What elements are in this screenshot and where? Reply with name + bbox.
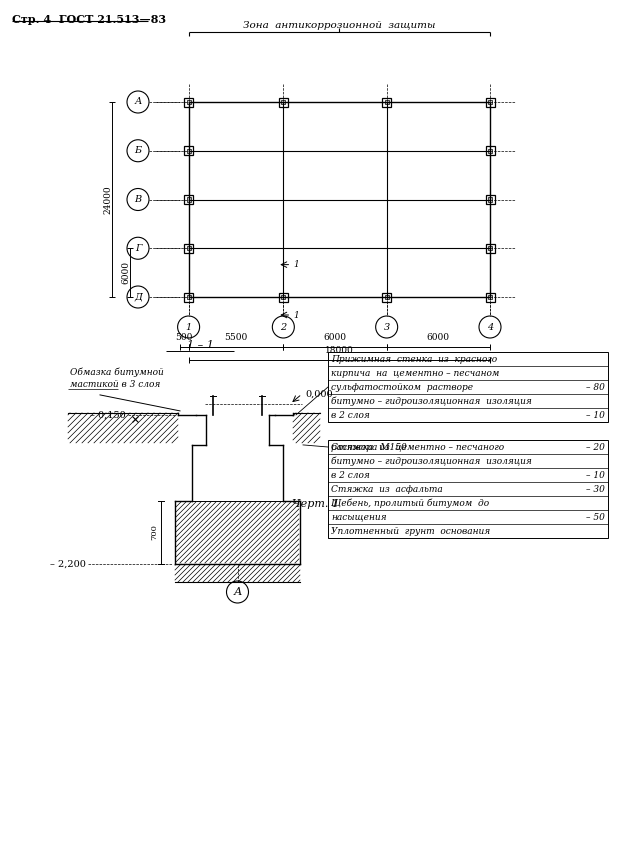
Text: Прижимная  стенка  из  красного: Прижимная стенка из красного: [331, 354, 497, 364]
Text: – 80: – 80: [586, 382, 605, 392]
Bar: [382, 292, 391, 301]
Text: раствора М150: раствора М150: [331, 443, 407, 451]
Text: Уплотненный  грунт  основания: Уплотненный грунт основания: [331, 526, 490, 536]
Bar: [385, 100, 389, 104]
Text: 1: 1: [294, 311, 299, 319]
Bar: [486, 243, 495, 253]
Text: 2: 2: [280, 322, 287, 332]
Bar: [486, 292, 495, 301]
Text: насыщения: насыщения: [331, 513, 387, 521]
Bar: [186, 149, 191, 152]
Text: сульфатостойком  растворе: сульфатостойком растворе: [331, 382, 473, 392]
Text: – 30: – 30: [586, 484, 605, 493]
Text: Г: Г: [135, 243, 141, 253]
Text: Стяжка  из  цементно – песчаного: Стяжка из цементно – песчаного: [331, 443, 504, 451]
Text: 6000: 6000: [427, 333, 450, 342]
Text: битумно – гидроизоляционная  изоляция: битумно – гидроизоляционная изоляция: [331, 456, 532, 466]
Text: кирпича  на  цементно – песчаном: кирпича на цементно – песчаном: [331, 369, 500, 377]
Text: 24000: 24000: [103, 185, 113, 214]
Text: Стр. 4  ГОСТ 21.513—83: Стр. 4 ГОСТ 21.513—83: [12, 14, 166, 25]
Bar: [186, 100, 191, 104]
Text: Б: Б: [134, 147, 142, 155]
Text: 18000: 18000: [325, 346, 353, 355]
Text: 700: 700: [150, 525, 158, 541]
Bar: [279, 98, 288, 106]
Text: в 2 слоя: в 2 слоя: [331, 411, 370, 419]
Text: Щебень, пролитый битумом  до: Щебень, пролитый битумом до: [331, 498, 489, 508]
Bar: [488, 246, 492, 250]
Bar: [282, 295, 285, 299]
Text: 0,000: 0,000: [305, 390, 333, 398]
Text: 1: 1: [294, 260, 299, 269]
Text: – 0,150: – 0,150: [90, 410, 126, 419]
Bar: [488, 198, 492, 201]
Bar: [282, 100, 285, 104]
Text: – 2,200: – 2,200: [50, 559, 86, 568]
Bar: [486, 195, 495, 204]
Text: 3: 3: [384, 322, 390, 332]
Text: 1 – 1: 1 – 1: [186, 340, 214, 350]
Bar: [486, 98, 495, 106]
Bar: [382, 98, 391, 106]
Text: А: А: [233, 587, 242, 597]
Bar: [486, 147, 495, 155]
Bar: [184, 292, 193, 301]
Text: 4: 4: [487, 322, 493, 332]
Bar: [488, 149, 492, 152]
Bar: [279, 292, 288, 301]
Text: Обмазка битумной: Обмазка битумной: [70, 367, 164, 377]
Text: В: В: [134, 195, 142, 204]
Text: мастикой в 3 слоя: мастикой в 3 слоя: [70, 380, 161, 389]
Text: Стяжка  из  асфальта: Стяжка из асфальта: [331, 484, 443, 493]
Bar: [184, 147, 193, 155]
Bar: [184, 243, 193, 253]
Text: 6000: 6000: [122, 261, 130, 284]
Bar: [328, 352, 608, 422]
Text: 5500: 5500: [224, 333, 248, 342]
Text: – 50: – 50: [586, 513, 605, 521]
Text: Черт. 1: Черт. 1: [292, 499, 338, 509]
Text: 1: 1: [185, 322, 192, 332]
Text: – 10: – 10: [586, 471, 605, 479]
Bar: [385, 295, 389, 299]
Bar: [184, 98, 193, 106]
Bar: [184, 195, 193, 204]
Bar: [186, 295, 191, 299]
Bar: [328, 440, 608, 538]
Text: 500: 500: [176, 333, 193, 342]
Text: – 10: – 10: [586, 411, 605, 419]
Text: 6000: 6000: [323, 333, 346, 342]
Bar: [186, 198, 191, 201]
Text: битумно – гидроизоляционная  изоляция: битумно – гидроизоляционная изоляция: [331, 397, 532, 406]
Text: в 2 слоя: в 2 слоя: [331, 471, 370, 479]
Text: А: А: [134, 98, 142, 106]
Bar: [488, 100, 492, 104]
Bar: [186, 246, 191, 250]
Text: Зона  антикоррозионной  защиты: Зона антикоррозионной защиты: [243, 21, 435, 30]
Text: – 20: – 20: [586, 443, 605, 451]
Bar: [488, 295, 492, 299]
Text: Д: Д: [134, 292, 142, 301]
